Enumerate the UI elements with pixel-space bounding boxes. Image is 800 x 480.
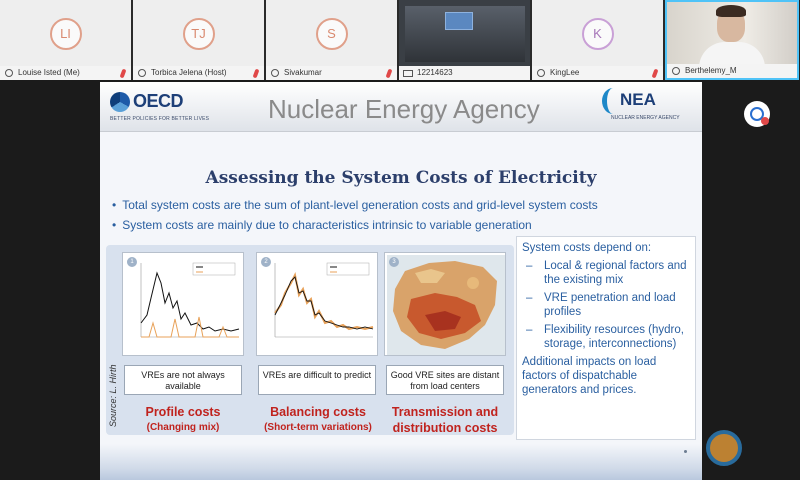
- system-costs-item: Local & regional factors and the existin…: [522, 259, 690, 287]
- nea-logo-icon: [602, 88, 624, 114]
- participant-name: Torbica Jelena (Host): [133, 66, 264, 80]
- slide-bullets: Total system costs are the sum of plant-…: [112, 195, 697, 235]
- participant-tile-louise[interactable]: LI Louise Isted (Me): [0, 0, 133, 80]
- bullet-item: System costs are mainly due to character…: [112, 215, 697, 235]
- speaker-body: [699, 42, 765, 68]
- bullet-item: Total system costs are the sum of plant-…: [112, 195, 697, 215]
- oecd-logo-text: OECD: [133, 91, 184, 111]
- profile-costs-label: Profile costs (Changing mix): [115, 404, 251, 436]
- system-costs-box: System costs depend on: Local & regional…: [516, 236, 696, 440]
- caption-balancing: VREs are difficult to predict: [258, 365, 376, 395]
- profile-chart-icon: [140, 262, 240, 338]
- microphone-icon: [5, 69, 13, 77]
- system-costs-item: Flexibility resources (hydro, storage, i…: [522, 323, 690, 351]
- participant-tile-torbica[interactable]: TJ Torbica Jelena (Host): [133, 0, 266, 80]
- caption-transmission: Good VRE sites are distant from load cen…: [386, 365, 504, 395]
- cost-title: Balancing costs: [270, 405, 366, 419]
- oecd-globe-icon: [110, 92, 130, 112]
- microphone-icon: [672, 67, 680, 75]
- cost-subtitle: (Changing mix): [146, 422, 220, 433]
- page-indicator: [684, 450, 687, 453]
- avatar: K: [581, 18, 614, 50]
- agency-title: Nuclear Energy Agency: [268, 94, 540, 124]
- slide-header: OECD BETTER POLICIES FOR BETTER LIVES Nu…: [100, 82, 702, 132]
- panel-number: 2: [261, 257, 271, 267]
- participant-name: Sivakumar: [266, 66, 397, 80]
- participant-name: Louise Isted (Me): [0, 66, 131, 80]
- balancing-costs-label: Balancing costs (Short-term variations): [250, 404, 386, 436]
- room-screen: [445, 12, 473, 30]
- system-costs-heading: System costs depend on:: [522, 242, 652, 254]
- participant-tile-sivakumar[interactable]: S Sivakumar: [266, 0, 399, 80]
- avatar: TJ: [182, 18, 215, 50]
- system-costs-footer: Additional impacts on load factors of di…: [522, 356, 657, 396]
- cost-subtitle: distribution costs: [392, 421, 498, 435]
- participant-name: Berthelemy_M: [667, 64, 797, 78]
- slide-title: Assessing the System Costs of Electricit…: [205, 168, 597, 188]
- annotation-tool-icon[interactable]: [744, 101, 770, 127]
- annotation-ring: [750, 107, 764, 121]
- camera-icon: [403, 70, 413, 77]
- participant-tile-room[interactable]: 12214623: [399, 0, 532, 80]
- participant-tile-berthelemy[interactable]: Berthelemy_M: [665, 0, 799, 80]
- panel-number: 1: [127, 257, 137, 267]
- participant-name: KingLee: [532, 66, 663, 80]
- panel-transmission: 3: [384, 252, 506, 356]
- nea-tagline: NUCLEAR ENERGY AGENCY: [611, 115, 680, 121]
- shared-screen: OECD BETTER POLICIES FOR BETTER LIVES Nu…: [100, 82, 702, 480]
- panel-profile: 1: [122, 252, 244, 356]
- panel-balancing: 2: [256, 252, 378, 356]
- microphone-icon: [271, 69, 279, 77]
- transmission-costs-label: Transmission and distribution costs: [377, 404, 513, 436]
- cost-subtitle: (Short-term variations): [264, 422, 372, 433]
- avatar: S: [315, 18, 348, 50]
- europe-map-icon: [387, 255, 505, 355]
- slide-footer-band: [100, 444, 702, 480]
- participant-name: 12214623: [399, 66, 530, 80]
- avatar: LI: [49, 18, 82, 50]
- cost-title: Profile costs: [145, 405, 221, 419]
- microphone-icon: [537, 69, 545, 77]
- cursor-highlight-icon: [706, 430, 742, 466]
- system-costs-item: VRE penetration and load profiles: [522, 291, 690, 319]
- cost-title: Transmission and: [391, 405, 499, 419]
- microphone-icon: [138, 69, 146, 77]
- speaker-hair: [716, 5, 746, 17]
- panel-number: 3: [389, 257, 399, 267]
- participant-strip: LI Louise Isted (Me) TJ Torbica Jelena (…: [0, 0, 800, 80]
- nea-logo-text: NEA: [620, 90, 656, 109]
- notification-dot: [761, 117, 769, 125]
- balancing-chart-icon: [274, 262, 374, 338]
- caption-profile: VREs are not always available: [124, 365, 242, 395]
- oecd-tagline: BETTER POLICIES FOR BETTER LIVES: [110, 116, 210, 122]
- participant-tile-kinglee[interactable]: K KingLee: [532, 0, 665, 80]
